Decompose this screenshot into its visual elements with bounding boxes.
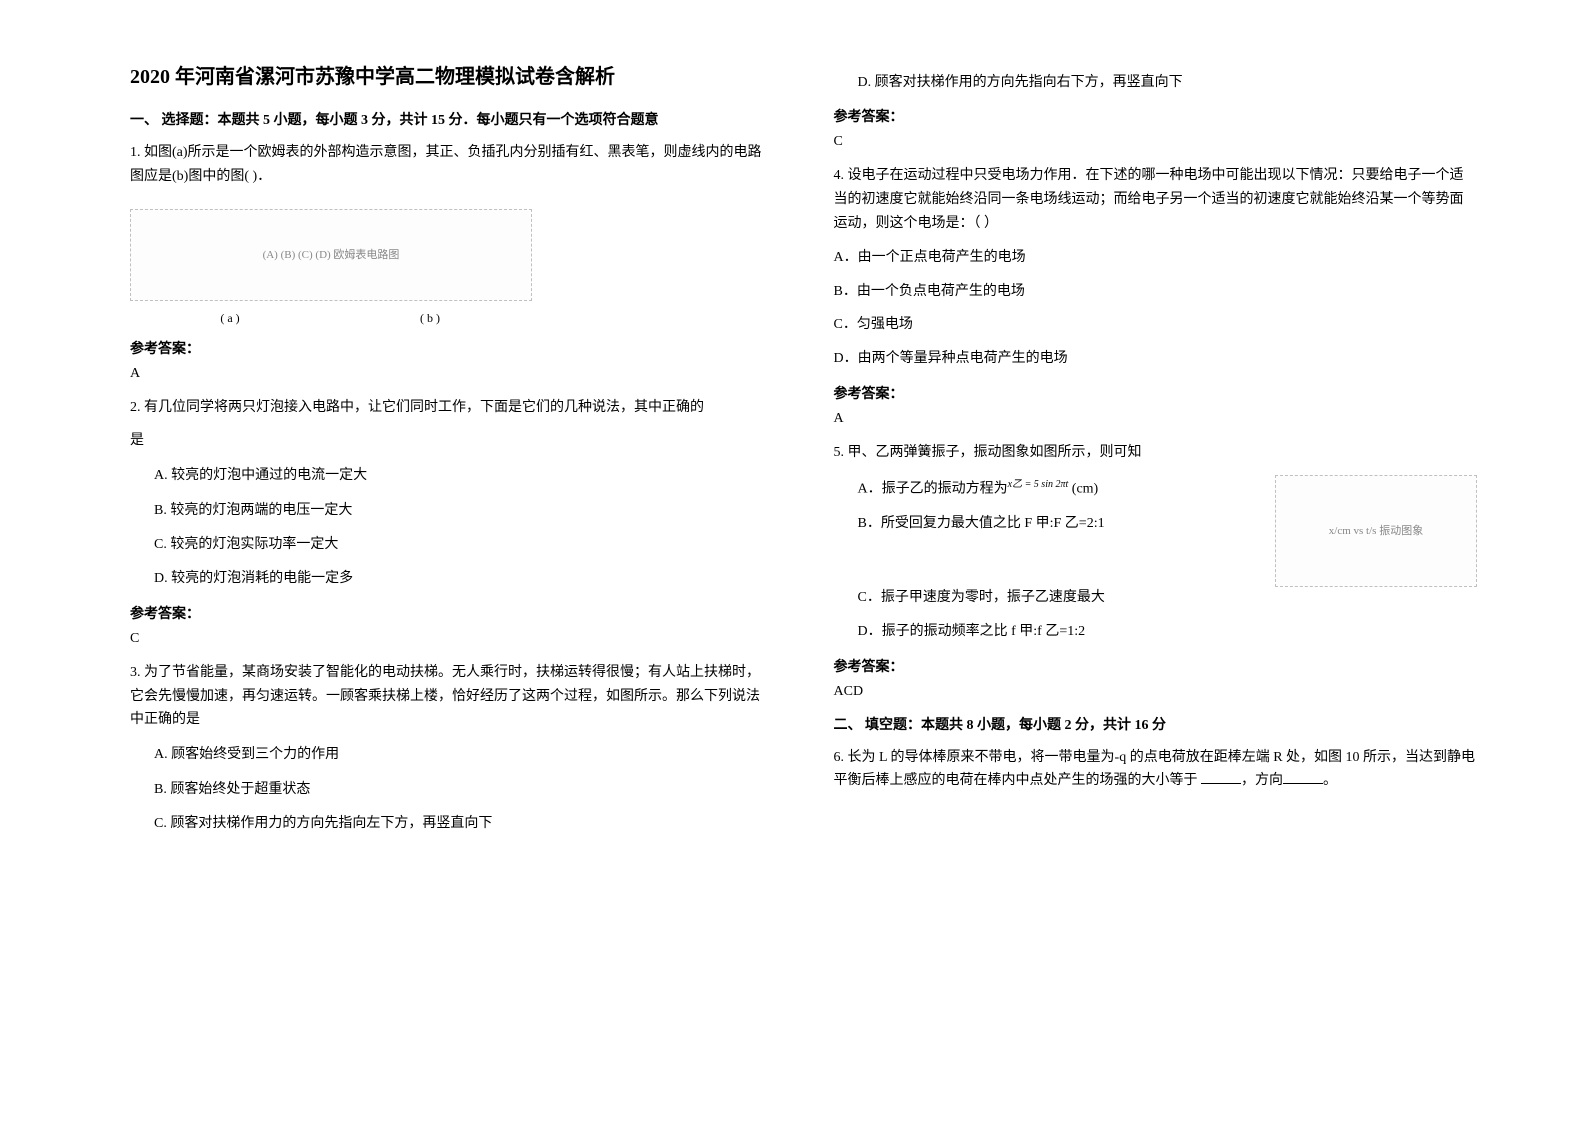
- q3-option-a: A. 顾客始终受到三个力的作用: [154, 744, 774, 766]
- q3-option-c: C. 顾客对扶梯作用力的方向先指向左下方，再竖直向下: [154, 813, 774, 835]
- q5-option-a-suf: (cm): [1068, 481, 1098, 496]
- q1-answer-label: 参考答案：: [130, 338, 774, 358]
- q5-option-d: D．振子的振动频率之比 f 甲:f 乙=1:2: [858, 621, 1478, 643]
- exam-title: 2020 年河南省漯河市苏豫中学高二物理模拟试卷含解析: [130, 60, 774, 89]
- q1-figure: (A) (B) (C) (D) 欧姆表电路图: [130, 209, 532, 301]
- q3-option-d: D. 顾客对扶梯作用的方向先指向右下方，再竖直向下: [858, 72, 1478, 94]
- q6-text-end: 。: [1323, 773, 1337, 788]
- q6-text-mid: ，方向: [1241, 773, 1283, 788]
- section-2-head: 二、 填空题：本题共 8 小题，每小题 2 分，共计 16 分: [834, 714, 1478, 734]
- q4-answer-label: 参考答案：: [834, 383, 1478, 403]
- q5-option-a-formula: x乙 = 5 sin 2πt: [1008, 479, 1069, 490]
- q1-answer: A: [130, 366, 774, 382]
- q5-option-c: C．振子甲速度为零时，振子乙速度最大: [858, 587, 1478, 609]
- q5-answer: ACD: [834, 684, 1478, 700]
- q1-text: 1. 如图(a)所示是一个欧姆表的外部构造示意图，其正、负插孔内分别插有红、黑表…: [130, 141, 774, 189]
- q4-option-b: B．由一个负点电荷产生的电场: [834, 280, 1478, 304]
- q6-blank-1: [1201, 769, 1241, 784]
- q2-option-a: A. 较亮的灯泡中通过的电流一定大: [154, 465, 774, 487]
- q4-text: 4. 设电子在运动过程中只受电场力作用．在下述的哪一种电场中可能出现以下情况：只…: [834, 164, 1478, 235]
- q2-text: 2. 有几位同学将两只灯泡接入电路中，让它们同时工作，下面是它们的几种说法，其中…: [130, 396, 774, 420]
- q1-fig-label-a: ( a ): [130, 311, 330, 326]
- section-1-head: 一、 选择题：本题共 5 小题，每小题 3 分，共计 15 分．每小题只有一个选…: [130, 109, 774, 129]
- q1-figure-labels: ( a ) ( b ): [130, 311, 530, 326]
- q2-option-c: C. 较亮的灯泡实际功率一定大: [154, 534, 774, 556]
- q5-answer-label: 参考答案：: [834, 656, 1478, 676]
- q2-answer-label: 参考答案：: [130, 603, 774, 623]
- q3-answer: C: [834, 134, 1478, 150]
- q6-text-pre: 6. 长为 L 的导体棒原来不带电，将一带电量为-q 的点电荷放在距棒左端 R …: [834, 750, 1476, 789]
- left-column: 2020 年河南省漯河市苏豫中学高二物理模拟试卷含解析 一、 选择题：本题共 5…: [100, 60, 804, 1082]
- q4-option-a: A．由一个正点电荷产生的电场: [834, 246, 1478, 270]
- q1-fig-label-b: ( b ): [330, 311, 530, 326]
- q5-option-a-pre: A．振子乙的振动方程为: [858, 481, 1008, 496]
- q2-option-b: B. 较亮的灯泡两端的电压一定大: [154, 500, 774, 522]
- q2-answer: C: [130, 631, 774, 647]
- q5-text: 5. 甲、乙两弹簧振子，振动图象如图所示，则可知: [834, 441, 1478, 465]
- q3-answer-label: 参考答案：: [834, 106, 1478, 126]
- q3-option-b: B. 顾客始终处于超重状态: [154, 779, 774, 801]
- q6-text: 6. 长为 L 的导体棒原来不带电，将一带电量为-q 的点电荷放在距棒左端 R …: [834, 746, 1478, 794]
- q3-text: 3. 为了节省能量，某商场安装了智能化的电动扶梯。无人乘行时，扶梯运转得很慢；有…: [130, 661, 774, 732]
- q2-option-d: D. 较亮的灯泡消耗的电能一定多: [154, 568, 774, 590]
- q5-figure: x/cm vs t/s 振动图象: [1275, 475, 1477, 587]
- q6-blank-2: [1283, 769, 1323, 784]
- q4-option-d: D．由两个等量异种点电荷产生的电场: [834, 347, 1478, 371]
- q2-text2: 是: [130, 429, 774, 453]
- right-column: D. 顾客对扶梯作用的方向先指向右下方，再竖直向下 参考答案： C 4. 设电子…: [804, 60, 1508, 1082]
- q4-answer: A: [834, 411, 1478, 427]
- q4-option-c: C．匀强电场: [834, 313, 1478, 337]
